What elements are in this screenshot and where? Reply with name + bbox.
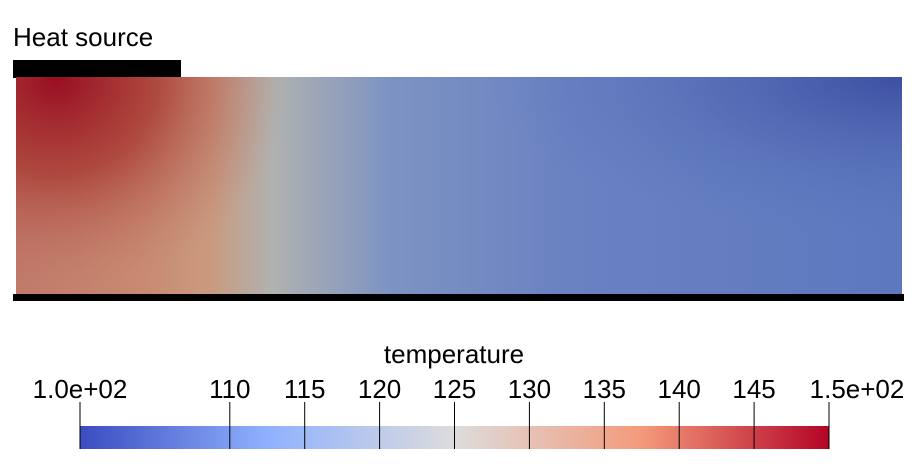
colorbar-tick-label-145: 145 [732,374,775,404]
bottom-boundary [13,294,904,301]
colorbar-tick-label-115: 115 [284,374,325,404]
colorbar-tick-label-125: 125 [433,374,476,404]
colorbar-svg: 1.0e+02 1.5e+02 110 115 120 125 130 135 140 145 [33,374,905,449]
temperature-field [16,77,902,295]
colorbar-title: temperature [383,339,525,369]
colorbar-tick-label-110: 110 [209,374,250,404]
colorbar-tick-label-120: 120 [358,374,401,404]
temperature-field-plot [16,77,902,295]
colorbar-min-label: 1.0e+02 [33,374,128,404]
field-cold-zone [16,77,902,295]
colorbar-tick-label-140: 140 [658,374,701,404]
heat-source-bar [13,60,181,78]
colorbar: 1.0e+02 1.5e+02 110 115 120 125 130 135 140 145 [0,370,920,460]
colorbar-max-label: 1.5e+02 [810,374,905,404]
colorbar-tick-label-135: 135 [583,374,626,404]
heat-source-label: Heat source [13,22,154,52]
colorbar-tick-label-130: 130 [508,374,551,404]
